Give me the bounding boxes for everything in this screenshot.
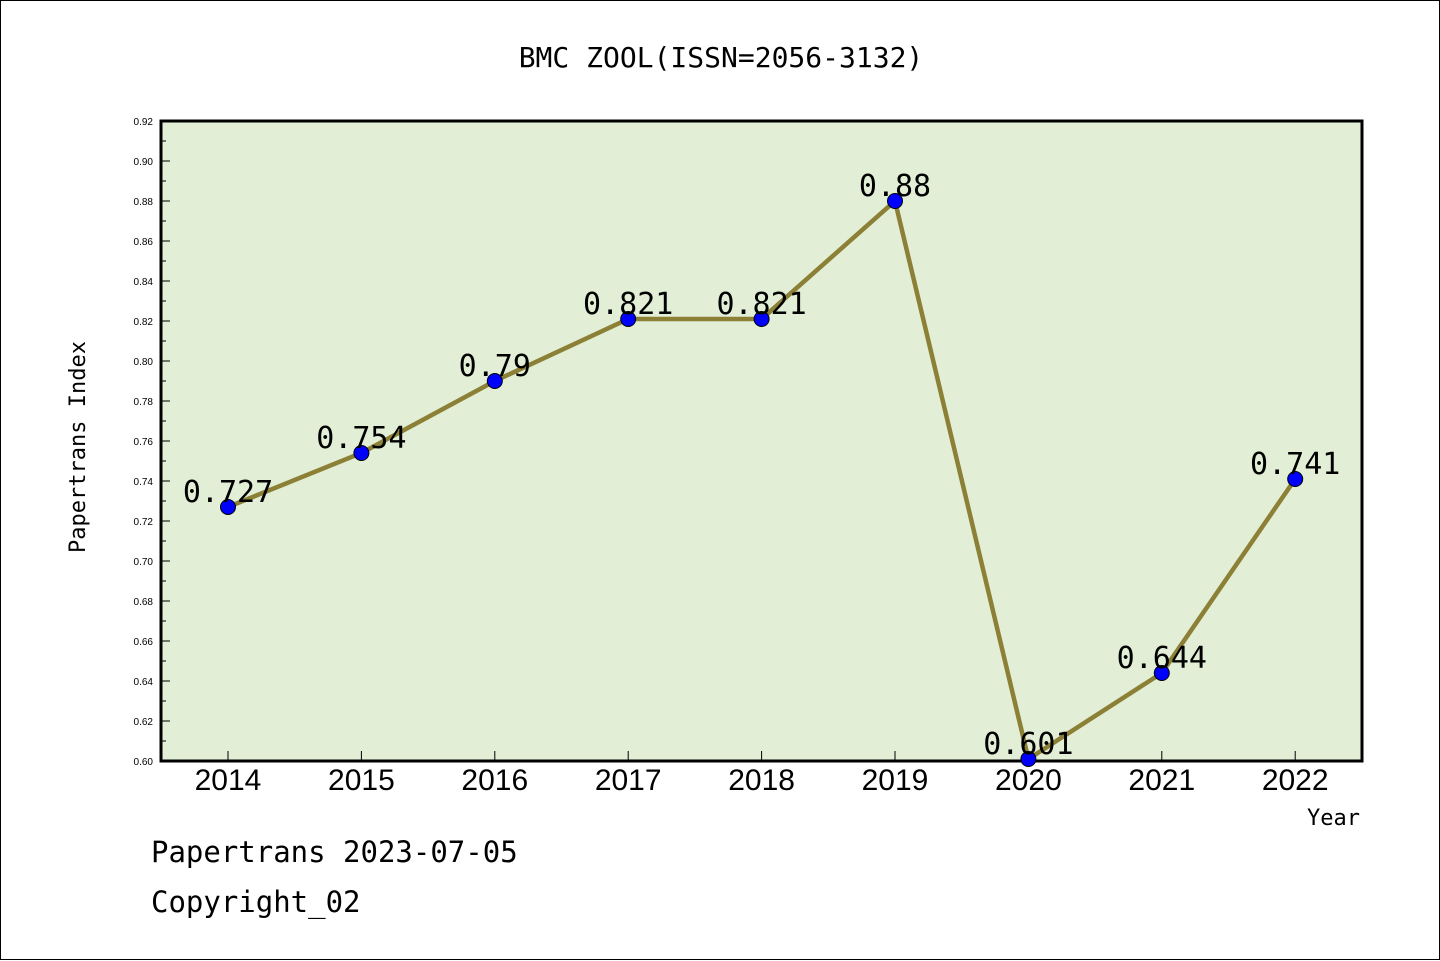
data-label: 0.644 <box>1117 641 1207 676</box>
data-point <box>753 311 770 327</box>
y-tick-label: 0.92 <box>134 117 154 128</box>
y-tick-label: 0.78 <box>134 397 154 408</box>
data-point <box>1020 751 1037 767</box>
series-markers <box>220 193 1304 767</box>
data-label: 0.754 <box>316 421 406 456</box>
data-point <box>620 311 637 327</box>
y-tick-label: 0.82 <box>134 317 154 328</box>
x-tick-label: 2021 <box>1128 764 1195 797</box>
y-tick-label: 0.60 <box>134 757 154 768</box>
data-point <box>887 193 903 209</box>
x-tick-label: 2022 <box>1262 764 1329 797</box>
x-tick-label: 2018 <box>728 764 795 797</box>
x-axis: 2014 2015 2016 2017 2018 2019 2020 2021 2022 <box>195 751 1329 797</box>
data-label: 0.821 <box>583 287 673 322</box>
x-tick-label: 2016 <box>461 764 528 797</box>
data-label: 0.601 <box>983 727 1073 762</box>
data-point <box>1287 471 1304 487</box>
chart-title: BMC ZOOL(ISSN=2056-3132) <box>519 41 924 74</box>
data-label: 0.741 <box>1250 447 1340 482</box>
y-tick-label: 0.86 <box>134 237 154 248</box>
x-tick-label: 2014 <box>195 764 262 797</box>
footer-date: Papertrans 2023-07-05 <box>151 835 518 869</box>
y-tick-label: 0.80 <box>134 357 154 368</box>
data-label: 0.79 <box>459 349 531 384</box>
data-label: 0.821 <box>716 287 806 322</box>
y-tick-label: 0.84 <box>134 277 154 288</box>
data-point <box>353 445 370 461</box>
x-tick-label: 2015 <box>328 764 395 797</box>
y-tick-label: 0.90 <box>134 157 154 168</box>
x-tick-label: 2019 <box>862 764 929 797</box>
data-point <box>1153 665 1170 681</box>
y-tick-label: 0.64 <box>134 677 154 688</box>
y-tick-label: 0.76 <box>134 437 154 448</box>
y-axis: 0.60 0.62 0.64 0.66 0.68 0.70 0.72 0.74 0.76 0.78… <box>134 117 170 768</box>
footer-copyright: Copyright_02 <box>151 885 361 919</box>
y-axis-label: Papertrans Index <box>66 341 91 553</box>
y-tick-label: 0.70 <box>134 557 154 568</box>
y-tick-label: 0.62 <box>134 717 154 728</box>
y-tick-label: 0.72 <box>134 517 154 528</box>
data-labels: 0.727 0.754 0.79 0.821 0.821 0.88 0.601 0.644 0.… <box>183 169 1341 762</box>
data-point <box>220 499 236 515</box>
data-point <box>486 373 503 389</box>
x-tick-label: 2020 <box>995 764 1062 797</box>
x-axis-label: Year <box>1307 806 1360 831</box>
x-tick-label: 2017 <box>595 764 662 797</box>
plot-area <box>159 119 1364 763</box>
y-tick-label: 0.68 <box>134 597 154 608</box>
y-tick-label: 0.74 <box>134 477 154 488</box>
y-tick-label: 0.88 <box>134 197 154 208</box>
data-label: 0.727 <box>183 475 273 510</box>
y-tick-label: 0.66 <box>134 637 154 648</box>
data-label: 0.88 <box>859 169 931 204</box>
